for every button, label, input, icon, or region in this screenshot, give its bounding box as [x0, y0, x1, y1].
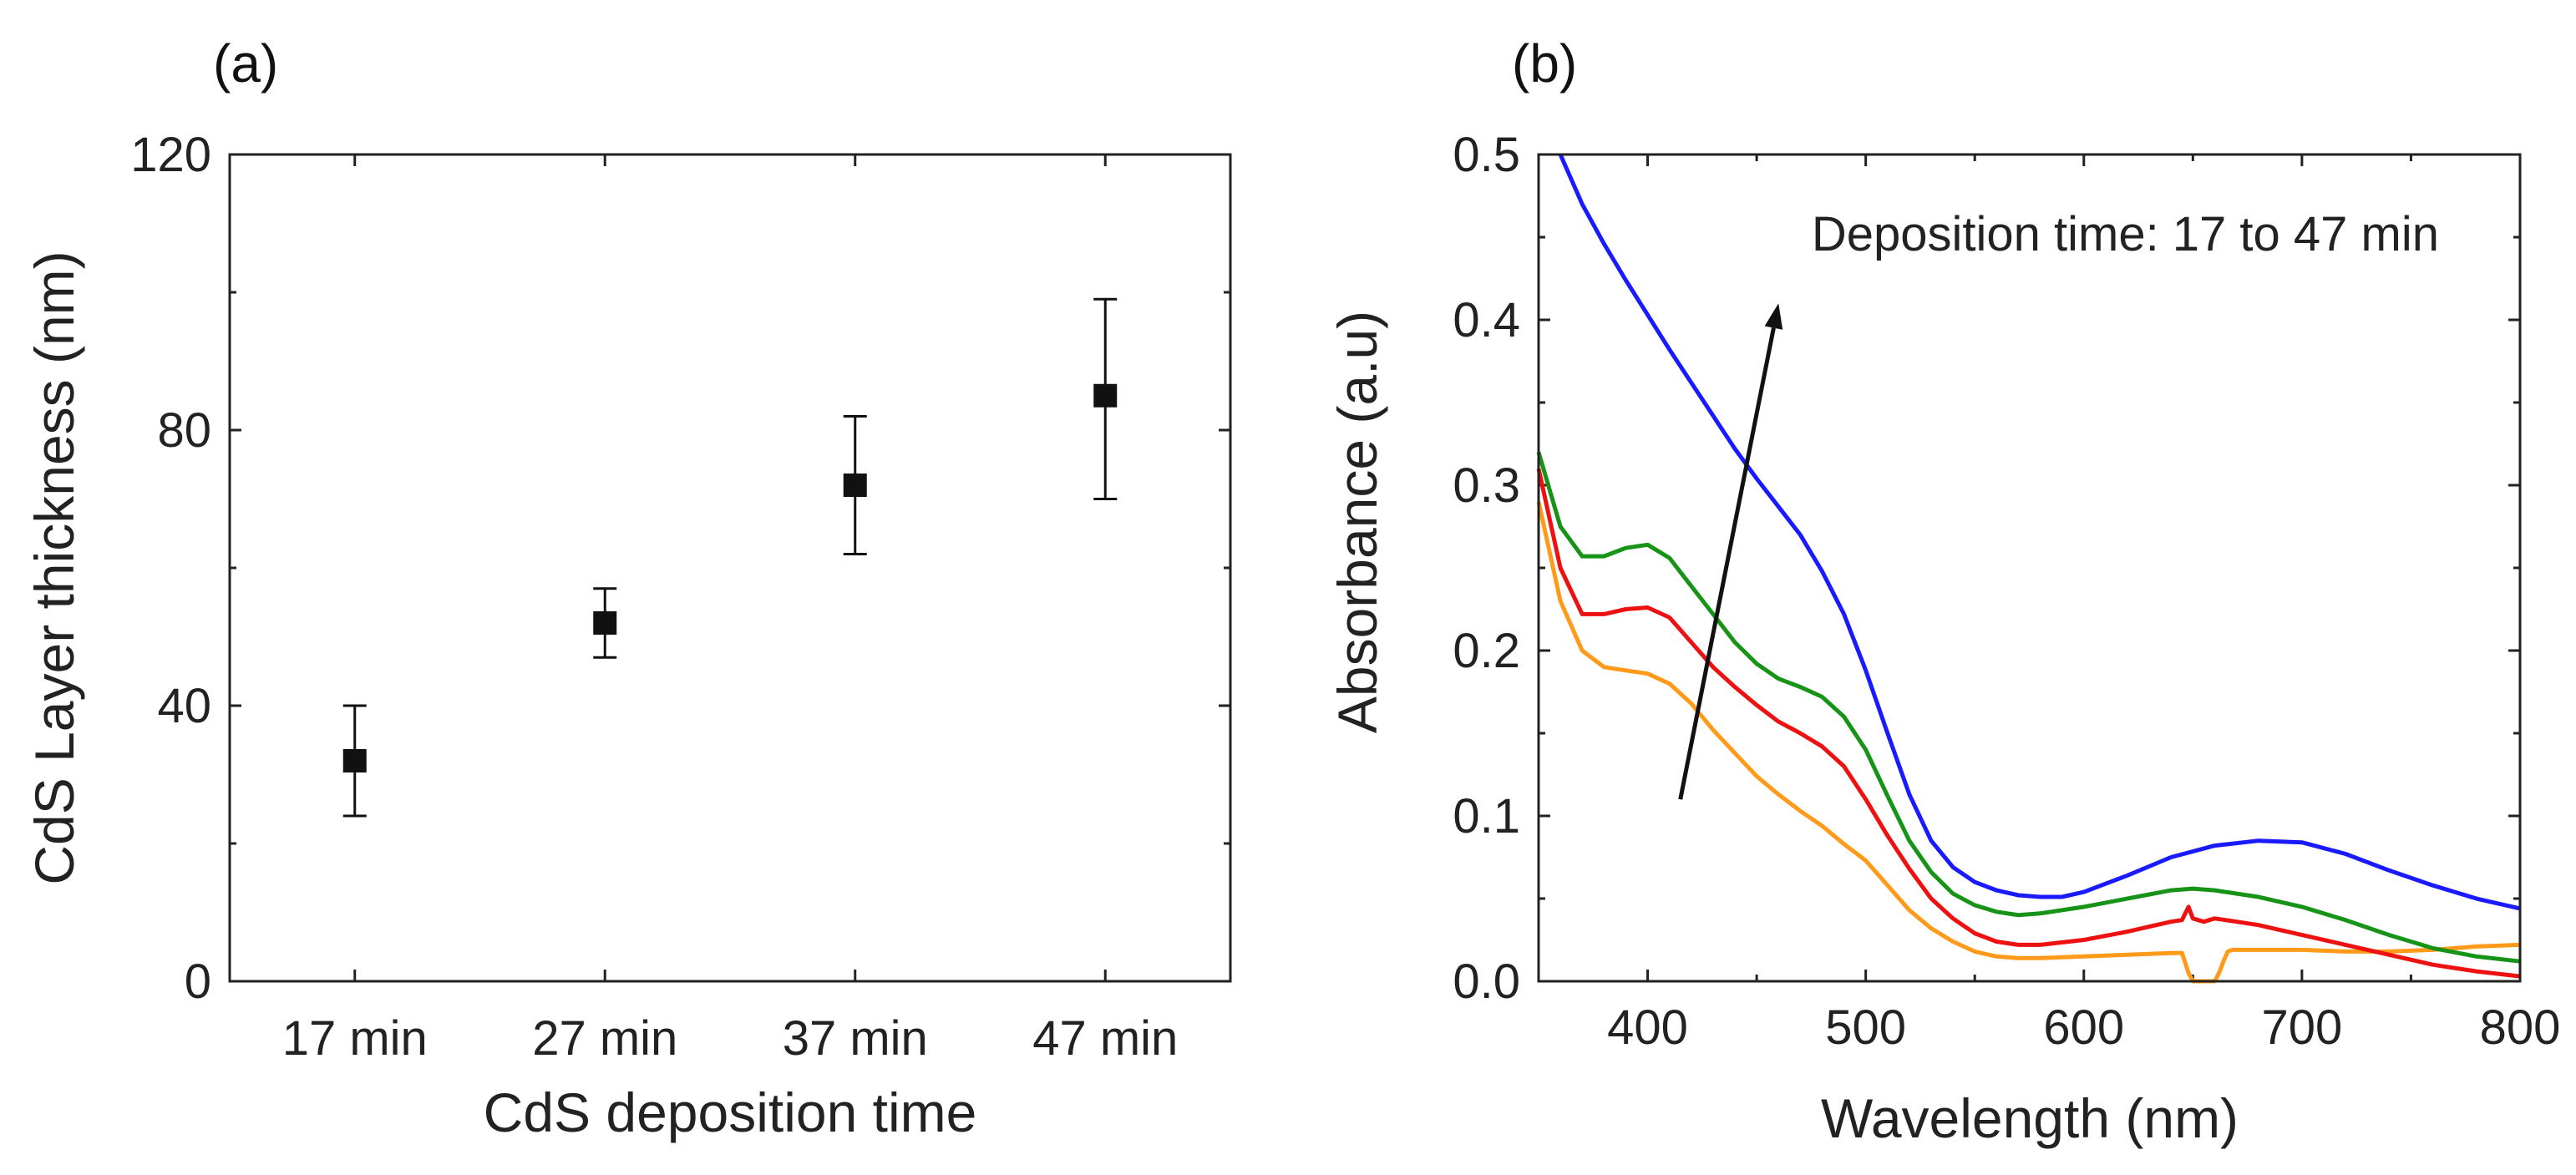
panel-b-arrow-head: [1764, 303, 1783, 330]
panel-a-ticks: [230, 153, 1230, 983]
panel-b: (b) 400 500 600 700 800 0.0 0.1 0.2 0.3 0.4 0.5 De…: [1326, 33, 2560, 1149]
panel-a-xtick-label: 37 min: [783, 1011, 928, 1066]
panel-b-xtick-label: 400: [1607, 1000, 1688, 1055]
panel-b-series-17-min: [1536, 501, 2521, 984]
panel-a-y-axis-title: CdS Layer thickness (nm): [23, 251, 85, 884]
panel-b-xtick-label: 800: [2480, 1000, 2561, 1055]
panel-a-errorbars: [342, 297, 1118, 818]
panel-b-tick-labels: 400 500 600 700 800 0.0 0.1 0.2 0.3 0.4 0.5: [1453, 128, 2560, 1055]
panel-a-x-axis-title: CdS deposition time: [484, 1081, 977, 1143]
panel-a-data-point: [843, 474, 867, 497]
panel-a-ytick-label: 120: [130, 128, 211, 182]
panel-b-xtick-label: 700: [2261, 1000, 2342, 1055]
panel-b-ytick-label: 0.5: [1453, 128, 1520, 182]
panel-b-ticks: [1537, 153, 2522, 983]
panel-a-xtick-label: 17 min: [282, 1011, 428, 1066]
panel-b-xtick-label: 600: [2043, 1000, 2124, 1055]
panel-a-ytick-label: 80: [157, 403, 211, 458]
panel-b-annotation: Deposition time: 17 to 47 min: [1812, 207, 2439, 261]
panel-a-xtick-label: 47 min: [1032, 1011, 1178, 1066]
panel-a-label: (a): [213, 33, 278, 94]
panel-a-data-point: [342, 749, 367, 772]
panel-b-series-27-min: [1536, 468, 2521, 979]
panel-b-series-37-min: [1536, 451, 2521, 964]
panel-a-plot-frame: [228, 153, 1232, 983]
panel-b-xtick-label: 500: [1825, 1000, 1906, 1055]
panel-a-xtick-label: 27 min: [532, 1011, 677, 1066]
panel-b-plot-frame: [1537, 153, 2522, 983]
panel-a-data-point: [593, 611, 617, 635]
panel-b-ytick-label: 0.0: [1453, 955, 1520, 1009]
panel-a-ytick-label: 40: [157, 679, 211, 733]
panel-a: (a) 0 40 80 120 17 min 27 min 37 min 47 min CdS…: [23, 33, 1232, 1143]
panel-b-series-47-min: [1558, 153, 2521, 911]
panel-a-data-point: [1093, 383, 1118, 408]
panel-b-label: (b): [1512, 33, 1577, 94]
panel-b-ytick-label: 0.4: [1453, 293, 1520, 347]
panel-b-ytick-label: 0.2: [1453, 624, 1520, 678]
panel-b-arrow-shaft: [1678, 327, 1776, 800]
panel-b-arrow: [1678, 303, 1783, 800]
panel-b-x-axis-title: Wavelength (nm): [1821, 1087, 2239, 1149]
panel-b-curves: [1536, 153, 2521, 984]
panel-b-ytick-label: 0.3: [1453, 458, 1520, 513]
panel-a-tick-labels: 0 40 80 120 17 min 27 min 37 min 47 min: [130, 128, 1178, 1066]
panel-a-ytick-label: 0: [185, 955, 211, 1009]
panel-b-ytick-label: 0.1: [1453, 789, 1520, 843]
panel-a-markers: [342, 383, 1118, 772]
panel-b-y-axis-title: Absorbance (a.u): [1326, 311, 1388, 733]
